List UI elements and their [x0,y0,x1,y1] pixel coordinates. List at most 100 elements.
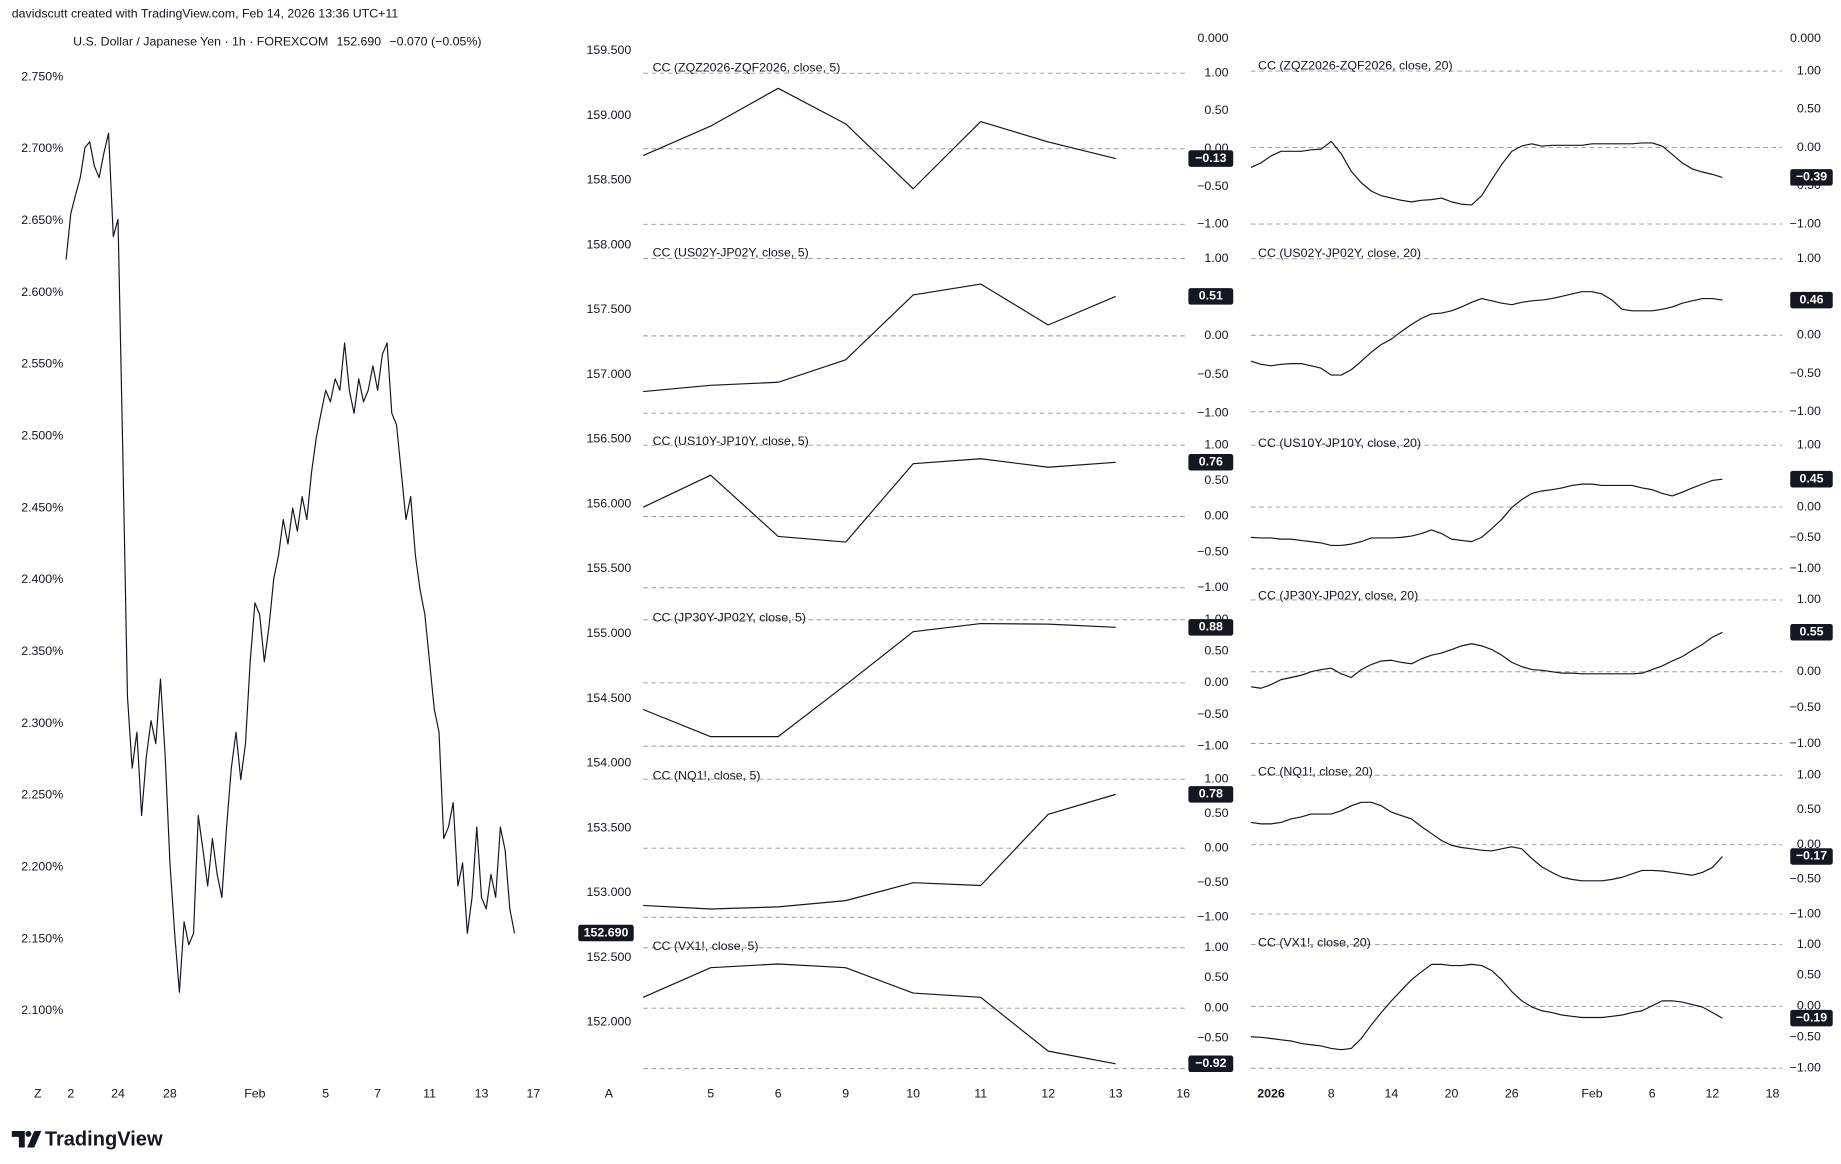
x-tick-label: 8 [1328,1087,1335,1101]
x-tick-label: 11 [974,1087,987,1101]
price-tick-label: 158.000 [587,237,632,251]
last-value-label: −0.39 [1796,170,1827,184]
y-tick-label: 0.00 [1204,509,1228,523]
y-tick-label: −1.00 [1790,1061,1821,1075]
y-tick-label: 2.450% [21,500,63,514]
x-tick-label: 13 [475,1087,489,1101]
y-tick-label: −1.00 [1197,405,1228,419]
last-value-label: −0.13 [1195,151,1226,165]
correlation-line [1250,478,1723,546]
y-tick-label: 2.100% [21,1003,63,1017]
y-tick-label: 0.00 [1204,328,1228,342]
correlation-line [642,87,1116,190]
x-tick-label: Feb [244,1087,265,1101]
y-tick-label: 0.00 [1797,837,1821,851]
y-tick-label: 2.750% [21,69,63,83]
panel-title: CC (US10Y-JP10Y, close, 20) [1258,436,1421,450]
panel-title: CC (JP30Y-JP02Y, close, 20) [1258,588,1418,602]
x-corner-label: A [605,1087,614,1101]
y-tick-label: 1.00 [1797,437,1821,451]
last-value-label: 0.46 [1799,292,1823,306]
x-tick-label: 26 [1505,1087,1519,1101]
y-tick-label: 1.00 [1797,63,1821,77]
y-tick-label: −1.00 [1197,580,1228,594]
x-tick-label: 28 [163,1087,177,1101]
last-value-tag [1790,291,1833,309]
correlation-line [642,963,1116,1065]
logo: TradingView [11,1129,163,1151]
x-tick-label: 2 [67,1087,74,1101]
scale-label: 0.000 [1198,31,1229,45]
price-tick-label: 153.500 [587,820,632,834]
correlation-line [1250,801,1723,882]
y-tick-label: −0.50 [1197,707,1228,721]
panel-title: CC (US02Y-JP02Y, close, 20) [1258,246,1421,260]
y-tick-label: −1.00 [1790,906,1821,920]
y-tick-label: 1.00 [1797,592,1821,606]
y-tick-label: −0.50 [1197,875,1228,889]
y-tick-label: 0.00 [1204,1000,1228,1014]
y-tick-label: 0.50 [1797,802,1821,816]
price-tick-label: 159.000 [587,108,632,122]
y-tick-label: 0.50 [1204,473,1228,487]
y-tick-label: 0.50 [1204,644,1228,658]
y-tick-label: −0.50 [1790,700,1821,714]
x-tick-label: 11 [423,1087,436,1101]
y-tick-label: 0.50 [1797,102,1821,116]
y-tick-label: −0.50 [1197,1031,1228,1045]
y-tick-label: 2.250% [21,788,63,802]
x-tick-label: 12 [1705,1087,1719,1101]
last-price-tag [578,924,634,942]
x-tick-label: 24 [111,1087,125,1101]
last-value-tag [1188,150,1234,167]
last-value-tag [1790,848,1833,865]
y-tick-label: 2.600% [21,285,63,299]
last-value-tag [1188,786,1234,803]
y-tick-label: 0.50 [1204,970,1228,984]
x-tick-label: Feb [1581,1087,1602,1101]
panel-title: CC (NQ1!, close, 20) [1258,764,1373,778]
y-tick-label: −1.00 [1790,216,1821,230]
symbol-title: U.S. Dollar / Japanese Yen · 1h · FOREXC… [73,35,328,49]
logo-text: TradingView [45,1129,163,1151]
y-tick-label: −1.00 [1197,910,1228,924]
last-value-tag [1790,623,1833,641]
price-tick-label: 156.500 [587,432,632,446]
logo-icon [11,1130,42,1148]
last-value-label: 0.78 [1199,787,1223,801]
last-value-tag [1188,619,1234,636]
y-tick-label: 2.300% [21,716,63,730]
panel-title: CC (ZQZ2026-ZQF2026, close, 5) [653,61,841,75]
last-value-label: 0.76 [1199,455,1223,469]
price-line [65,132,516,993]
x-tick-label: 9 [842,1087,849,1101]
last-value-label: −0.92 [1195,1056,1226,1070]
correlation-line [1250,140,1723,206]
x-tick-label: 17 [527,1087,541,1101]
x-tick-label: Z [34,1087,42,1101]
y-tick-label: −1.00 [1790,404,1821,418]
x-tick-label: 7 [374,1087,381,1101]
price-tick-label: 154.500 [587,691,632,705]
correlation-line [643,283,1116,393]
y-tick-label: 1.00 [1204,940,1228,954]
y-tick-label: 2.200% [21,860,63,874]
y-tick-label: −0.50 [1790,530,1821,544]
y-tick-label: 0.50 [1204,103,1228,117]
panel-title: CC (NQ1!, close, 5) [653,768,761,782]
correlation-line [1250,631,1723,689]
x-tick-label: 20 [1445,1087,1459,1101]
x-tick-label: 13 [1109,1087,1123,1101]
symbol-legend: U.S. Dollar / Japanese Yen · 1h · FOREXC… [73,35,481,49]
indicator-panel: 1.00 0.50 0.00 −0.50 −1.00 CC (NQ1!, close, 5… [643,768,1234,924]
panel-title: CC (VX1!, close, 5) [653,939,759,953]
correlation-line [642,622,1116,738]
